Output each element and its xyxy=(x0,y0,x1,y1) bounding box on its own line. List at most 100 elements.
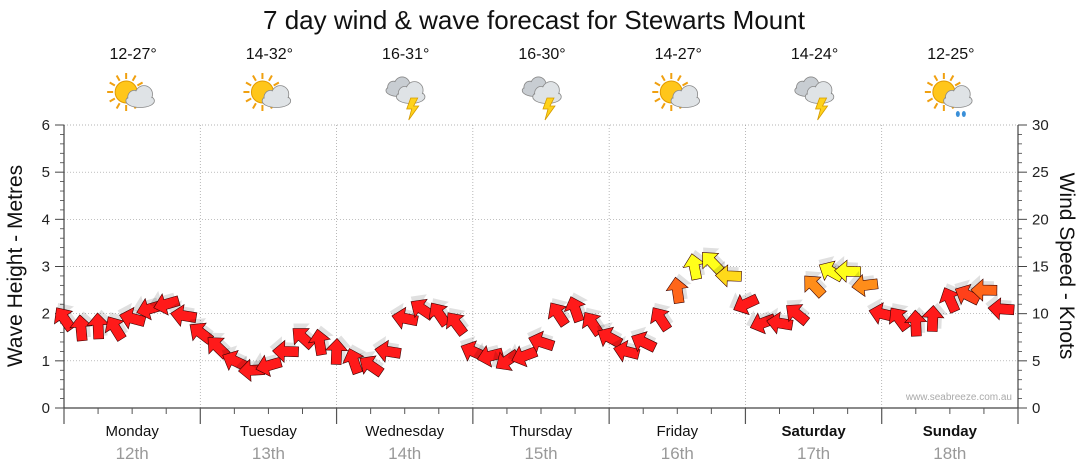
wind-arrow-shape xyxy=(255,354,283,378)
sun-ray xyxy=(268,75,273,82)
wind-arrow-shape xyxy=(851,273,879,298)
sun-ray xyxy=(273,81,280,87)
wind-arrow xyxy=(324,335,352,365)
date-label: 16th xyxy=(661,444,694,463)
day-label: Monday xyxy=(105,423,159,440)
wind-arrow-shape xyxy=(563,296,586,324)
sun-ray xyxy=(245,97,252,103)
left-tick-label: 2 xyxy=(42,306,50,323)
wind-arrow xyxy=(786,299,811,327)
wind-arrow xyxy=(69,311,96,342)
wind-arrow-shape xyxy=(54,307,76,333)
wind-arrow-shape xyxy=(804,275,827,299)
sun-ray xyxy=(115,102,121,109)
left-tick-label: 4 xyxy=(42,211,50,228)
day-label: Wednesday xyxy=(365,423,444,440)
sun-ray xyxy=(654,97,661,103)
thunderstorm-icon xyxy=(521,76,562,121)
sun-ray xyxy=(676,75,682,82)
wind-arrow-shape xyxy=(170,303,198,328)
temperature-range: 12-25° xyxy=(927,46,974,63)
wind-arrow xyxy=(665,273,692,305)
right-axis-title: Wind Speed - Knots xyxy=(1055,173,1078,360)
day-label: Sunday xyxy=(923,423,978,440)
right-tick-label: 10 xyxy=(1032,306,1049,323)
wind-arrow-shape xyxy=(714,264,742,288)
sun-ray xyxy=(682,81,689,87)
left-axis-ticks: 0 1 2 3 4 5 6 xyxy=(42,117,64,417)
wind-arrow-shape xyxy=(786,304,811,327)
chart-title: 7 day wind & wave forecast for Stewarts … xyxy=(263,5,806,35)
wind-arrow-shape xyxy=(613,339,641,363)
sun-ray xyxy=(136,81,144,87)
wind-arrow xyxy=(804,270,828,299)
wind-arrow-shape xyxy=(374,339,402,363)
wind-arrow-shape xyxy=(391,306,419,330)
wind-arrow xyxy=(764,307,794,335)
wind-arrow-shape xyxy=(650,307,673,333)
left-tick-label: 6 xyxy=(42,117,50,134)
wind-arrow xyxy=(372,335,402,363)
wind-arrow xyxy=(729,291,760,316)
date-label: 18th xyxy=(933,444,966,463)
grid-lines xyxy=(64,124,1018,408)
wind-arrow xyxy=(921,302,948,332)
day-label: Tuesday xyxy=(240,423,297,440)
date-label: 12th xyxy=(116,444,149,463)
right-tick-label: 25 xyxy=(1032,164,1049,181)
sun-ray xyxy=(660,102,666,109)
partly-cloudy-icon xyxy=(652,73,700,111)
wind-arrow-shape xyxy=(307,328,331,356)
wind-arrow-shape xyxy=(476,344,505,368)
day-label: Friday xyxy=(656,423,698,440)
wind-arrow-shape xyxy=(631,331,658,353)
wind-arrow-shape xyxy=(324,337,349,365)
cloud xyxy=(125,85,155,108)
wind-arrow-shape xyxy=(733,293,760,316)
wind-arrow-shape xyxy=(104,316,127,342)
cloud xyxy=(670,85,700,108)
left-axis-title: Wave Height - Metres xyxy=(4,165,27,367)
wind-arrow xyxy=(848,270,879,298)
wind-arrow xyxy=(985,293,1015,321)
date-label: 13th xyxy=(252,444,285,463)
rain-drop xyxy=(961,111,966,117)
wind-arrow xyxy=(389,302,419,330)
wind-arrow-shape xyxy=(970,278,998,302)
lightning-bolt xyxy=(815,97,829,121)
wind-arrow-shape xyxy=(528,330,556,353)
wind-arrow xyxy=(967,275,998,302)
sun-ray xyxy=(926,81,934,87)
right-tick-label: 15 xyxy=(1032,259,1049,276)
temperature-range: 14-24° xyxy=(791,46,838,63)
x-axis-labels: Monday 12th Tuesday 13th Wednesday 14th Thursd… xyxy=(63,408,1019,463)
temperature-range: 12-27° xyxy=(109,46,156,63)
sun-ray xyxy=(245,81,252,87)
wind-arrow-shape xyxy=(272,339,299,364)
wind-arrow-shape xyxy=(597,326,624,349)
sun-ray xyxy=(926,97,934,103)
temperature-range: 16-30° xyxy=(518,46,565,63)
wind-arrow xyxy=(526,326,556,353)
left-tick-label: 5 xyxy=(42,164,50,181)
wind-arrow xyxy=(269,336,299,364)
sun-ray xyxy=(252,102,257,109)
temperature-range: 14-27° xyxy=(655,46,702,63)
sun-ray xyxy=(949,75,955,82)
wind-arrow-shape xyxy=(428,302,451,328)
rain-drop xyxy=(955,111,960,117)
cloud xyxy=(396,81,426,104)
wind-arrow xyxy=(117,302,147,330)
partly-cloudy-icon xyxy=(243,73,292,111)
wind-arrow xyxy=(630,326,658,353)
temperature-range: 16-31° xyxy=(382,46,429,63)
wind-arrow-shape xyxy=(292,328,316,351)
credit-text: www.seabreeze.com.au xyxy=(905,392,1012,403)
wind-arrow-shape xyxy=(665,276,689,305)
date-label: 14th xyxy=(388,444,421,463)
left-tick-label: 0 xyxy=(42,400,50,417)
right-tick-label: 30 xyxy=(1032,117,1049,134)
sun-ray xyxy=(131,75,137,82)
wind-arrow-shape xyxy=(119,306,147,330)
sun-ray xyxy=(109,81,116,87)
